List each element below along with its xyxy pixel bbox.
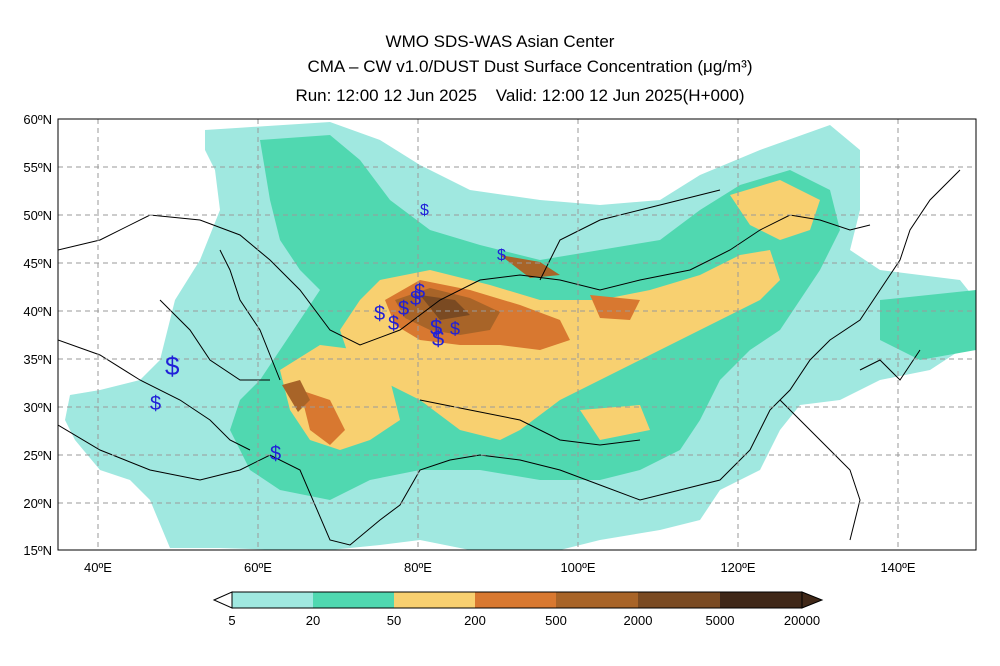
plot-frame bbox=[57, 118, 977, 551]
station-marker: $ bbox=[150, 393, 161, 415]
lat-label: 55ºN bbox=[23, 160, 52, 175]
station-marker: $ bbox=[430, 315, 442, 340]
colorbar-bin bbox=[232, 592, 313, 608]
station-marker: $ bbox=[432, 326, 444, 351]
station-marker: $ bbox=[414, 281, 425, 303]
station-marker: $ bbox=[497, 247, 506, 264]
colorbar-label: 20 bbox=[305, 613, 321, 628]
dust-concentration-field bbox=[65, 122, 976, 550]
lat-label: 45ºN bbox=[23, 256, 52, 271]
colorbar-label: 500 bbox=[545, 613, 567, 628]
lat-label: 50ºN bbox=[23, 208, 52, 223]
station-marker: $ bbox=[450, 319, 460, 339]
colorbar-bin bbox=[313, 592, 394, 608]
lat-label: 25ºN bbox=[23, 448, 52, 463]
run-valid-time: Run: 12:00 12 Jun 2025 Valid: 12:00 12 J… bbox=[295, 86, 745, 105]
lat-label: 35ºN bbox=[23, 352, 52, 367]
colorbar-bin bbox=[475, 592, 556, 608]
station-marker: $ bbox=[374, 303, 385, 325]
lon-label: 80ºE bbox=[404, 560, 432, 575]
longitude-labels: 40ºE 60ºE 80ºE 100ºE 120ºE 140ºE bbox=[84, 560, 916, 575]
station-marker: $ bbox=[165, 351, 180, 381]
colorbar-low-arrow bbox=[212, 591, 233, 609]
colorbar-bin bbox=[556, 592, 638, 608]
lat-label: 30ºN bbox=[23, 400, 52, 415]
colorbar-label: 2000 bbox=[623, 613, 653, 628]
lat-label: 60ºN bbox=[23, 112, 52, 127]
chart-subtitle: CMA – CW v1.0/DUST Dust Surface Concentr… bbox=[307, 57, 753, 76]
lon-label: 60ºE bbox=[244, 560, 272, 575]
colorbar-bin bbox=[394, 592, 475, 608]
colorbar-label: 5000 bbox=[705, 613, 735, 628]
lat-label: 40ºN bbox=[23, 304, 52, 319]
lon-label: 140ºE bbox=[880, 560, 915, 575]
colorbar-label: 50 bbox=[386, 613, 402, 628]
station-marker: $ bbox=[270, 443, 281, 465]
lon-label: 100ºE bbox=[560, 560, 595, 575]
lat-label: 20ºN bbox=[23, 496, 52, 511]
colorbar bbox=[212, 591, 824, 609]
chart-title: WMO SDS-WAS Asian Center bbox=[385, 32, 615, 51]
colorbar-label: 200 bbox=[464, 613, 486, 628]
dust-station-markers: $ $ $ $ $ $ $ $ $ $ $ $ $ bbox=[150, 202, 506, 465]
colorbar-bin bbox=[720, 592, 802, 608]
colorbar-label: 5 bbox=[228, 613, 236, 628]
colorbar-bin bbox=[638, 592, 720, 608]
station-marker: $ bbox=[420, 202, 429, 219]
lon-label: 120ºE bbox=[720, 560, 755, 575]
station-marker: $ bbox=[388, 313, 399, 335]
lat-label: 15ºN bbox=[23, 543, 52, 558]
colorbar-label: 20000 bbox=[783, 613, 821, 628]
latitude-labels: 60ºN 55ºN 50ºN 45ºN 40ºN 35ºN 30ºN 25ºN … bbox=[23, 112, 52, 558]
grid-lines bbox=[58, 119, 976, 550]
station-marker: $ bbox=[398, 298, 409, 320]
colorbar-high-arrow bbox=[801, 591, 824, 609]
station-marker: $ bbox=[410, 288, 421, 310]
lon-label: 40ºE bbox=[84, 560, 112, 575]
